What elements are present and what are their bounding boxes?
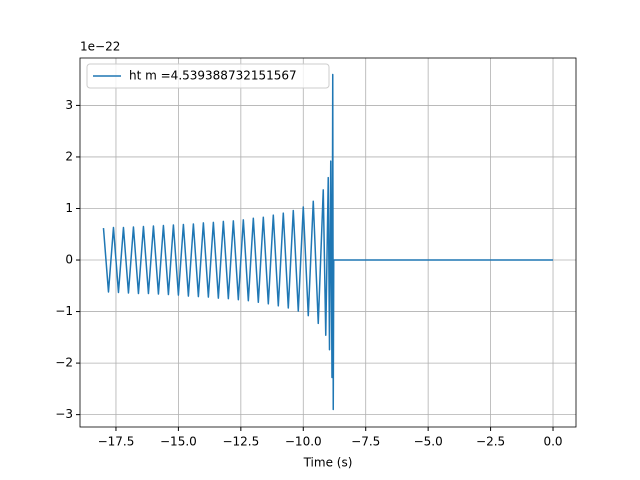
y-tick-label: 3 — [65, 98, 73, 112]
legend-box — [86, 63, 330, 89]
y-tick-label: −2 — [55, 356, 73, 370]
legend: ht m =4.539388732151567 — [86, 63, 330, 89]
y-tick-label: 0 — [65, 253, 73, 267]
x-tick-label: −7.5 — [351, 435, 380, 449]
x-tick-label: −10.0 — [285, 435, 322, 449]
x-tick-label: −12.5 — [222, 435, 259, 449]
y-tick-label: 1 — [65, 201, 73, 215]
x-tick-label: −15.0 — [160, 435, 197, 449]
x-tick-label: −17.5 — [98, 435, 135, 449]
y-tick-label: 2 — [65, 149, 73, 163]
x-tick-label: 0.0 — [543, 435, 562, 449]
x-tick-label: −5.0 — [414, 435, 443, 449]
data-line — [102, 73, 554, 411]
x-axis-label: Time (s) — [303, 456, 353, 470]
legend-label: ht m =4.539388732151567 — [129, 69, 297, 83]
axes-frame — [79, 57, 577, 428]
y-tick-label: −3 — [55, 407, 73, 421]
y-tick-label: −1 — [55, 304, 73, 318]
offset-label: 1e−22 — [80, 40, 120, 54]
x-tick-label: −2.5 — [476, 435, 505, 449]
